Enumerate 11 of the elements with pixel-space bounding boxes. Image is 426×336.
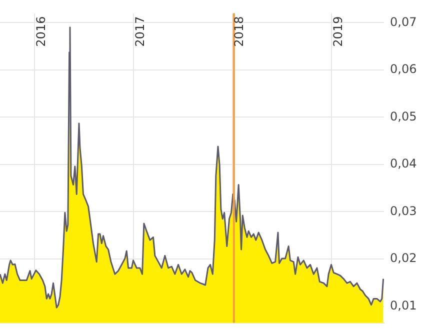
x-tick-label: 2019	[331, 16, 346, 47]
y-tick-label: 0,03	[390, 204, 417, 218]
y-tick-label: 0,01	[390, 298, 417, 312]
y-tick-label: 0,02	[390, 251, 417, 266]
x-tick-label: 2016	[34, 16, 48, 47]
y-tick-label: 0,05	[390, 109, 417, 124]
y-tick-label: 0,04	[390, 156, 417, 171]
y-tick-label: 0,07	[390, 14, 417, 29]
y-tick-label: 0,06	[390, 62, 417, 76]
x-tick-label: 2017	[133, 16, 148, 47]
x-tick-label: 2018	[232, 16, 246, 47]
